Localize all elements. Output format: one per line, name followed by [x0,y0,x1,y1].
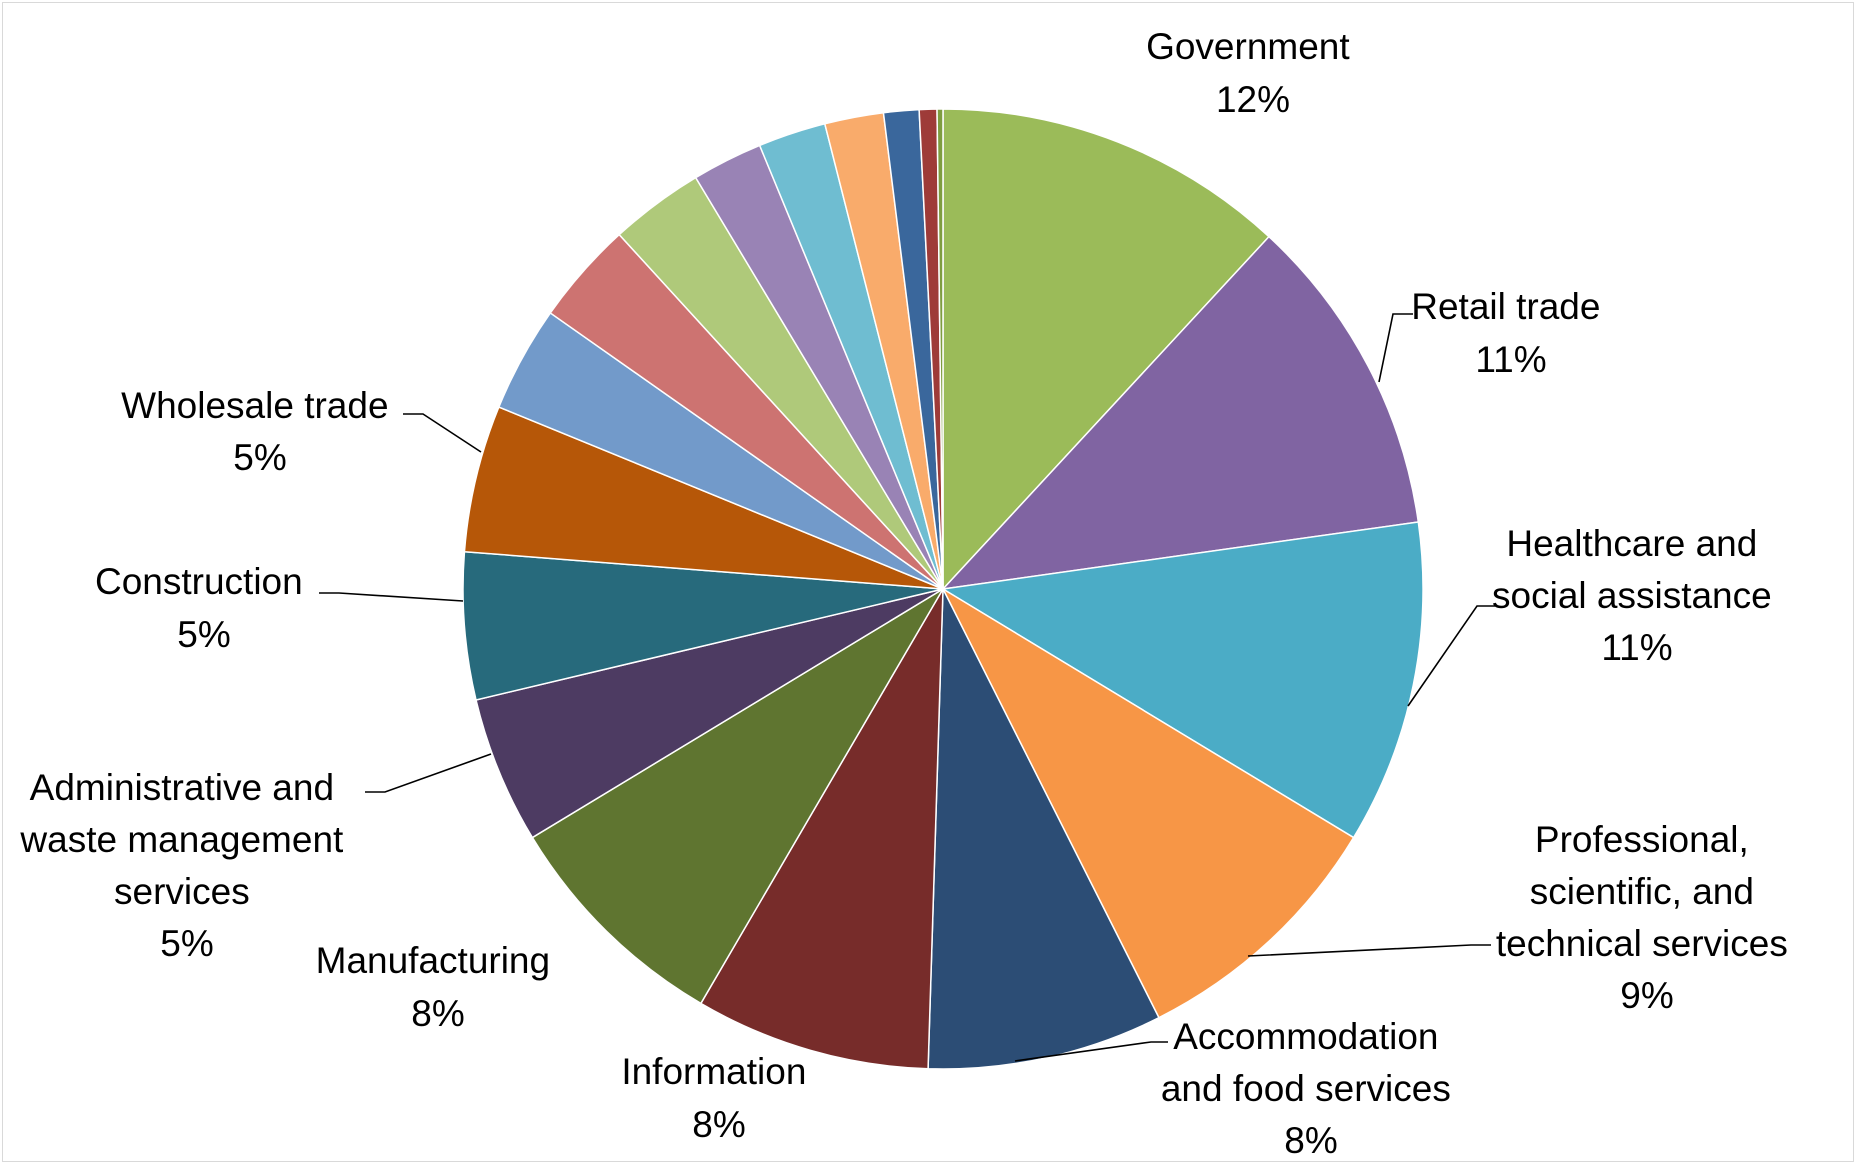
leader-line-wholesale [403,413,482,453]
pie-slice-government [942,108,1271,591]
label-manufacturing-name: Manufacturing [316,940,550,981]
leader-line-healthcare [1407,605,1495,707]
label-government: Government 12% [1146,26,1360,120]
leader-lines [319,313,1495,1062]
label-wholesale: Wholesale trade 5% [121,385,399,478]
label-construction: Construction 5% [95,561,313,655]
label-professional: Professional, scientific, and technical … [1496,819,1798,1016]
pie-slice-accommodation-and-food-services [927,588,1160,1070]
label-information: Information 8% [621,1051,816,1145]
label-accommodation-pct: 8% [1284,1120,1337,1161]
label-administrative-line2: waste management [19,819,344,860]
label-manufacturing: Manufacturing 8% [316,940,561,1034]
pie-slice-information [699,588,944,1070]
label-professional-line2: scientific, and [1530,871,1754,912]
label-professional-pct: 9% [1620,975,1673,1016]
label-healthcare-line2: social assistance [1492,575,1772,616]
data-labels: Government 12% Retail trade 11% Healthca… [19,26,1798,1161]
pie-slice-retail-trade [941,235,1420,591]
label-construction-pct: 5% [177,614,230,655]
leader-line-professional [1247,944,1491,957]
label-information-pct: 8% [692,1104,745,1145]
label-manufacturing-pct: 8% [411,993,464,1034]
label-healthcare-line1: Healthcare and [1506,523,1757,564]
label-professional-line3: technical services [1496,923,1788,964]
label-government-pct: 12% [1216,79,1290,120]
label-accommodation-line2: and food services [1161,1068,1451,1109]
pie-slice-manufacturing [531,588,944,1005]
label-retail: Retail trade 11% [1411,286,1611,380]
label-healthcare-pct: 11% [1601,627,1672,668]
label-wholesale-pct: 5% [233,437,286,478]
label-professional-line1: Professional, [1535,819,1749,860]
label-accommodation: Accommodation and food services 8% [1161,1016,1461,1161]
leader-line-construction [319,592,464,602]
pie-slice-unlabeled-18 [936,108,944,590]
pie-chart: Government 12% Retail trade 11% Healthca… [19,26,1798,1161]
label-administrative-line3: services [114,871,250,912]
pie-slice-administrative-and-waste-management-services [475,588,944,839]
label-wholesale-name: Wholesale trade [121,385,388,426]
label-accommodation-line1: Accommodation [1173,1016,1438,1057]
label-retail-name: Retail trade [1411,286,1600,327]
label-administrative-pct: 5% [160,923,213,964]
label-information-name: Information [621,1051,806,1092]
pie-slice-healthcare-and-social-assistance [940,521,1424,839]
leader-line-administrative [365,753,492,793]
label-construction-name: Construction [95,561,303,602]
leader-line-accommodation [1014,1041,1168,1062]
label-administrative: Administrative and waste management serv… [19,767,353,964]
pie-slice-wholesale-trade [463,406,944,590]
label-retail-pct: 11% [1475,339,1546,380]
leader-line-retail [1378,313,1413,383]
label-government-name: Government [1146,26,1350,67]
pie-slice-professional-scientific-and-technical-services [941,587,1355,1019]
label-healthcare: Healthcare and social assistance 11% [1492,523,1782,668]
pie-slices [462,108,1424,1070]
label-administrative-line1: Administrative and [30,767,334,808]
pie-slice-construction [462,550,944,701]
